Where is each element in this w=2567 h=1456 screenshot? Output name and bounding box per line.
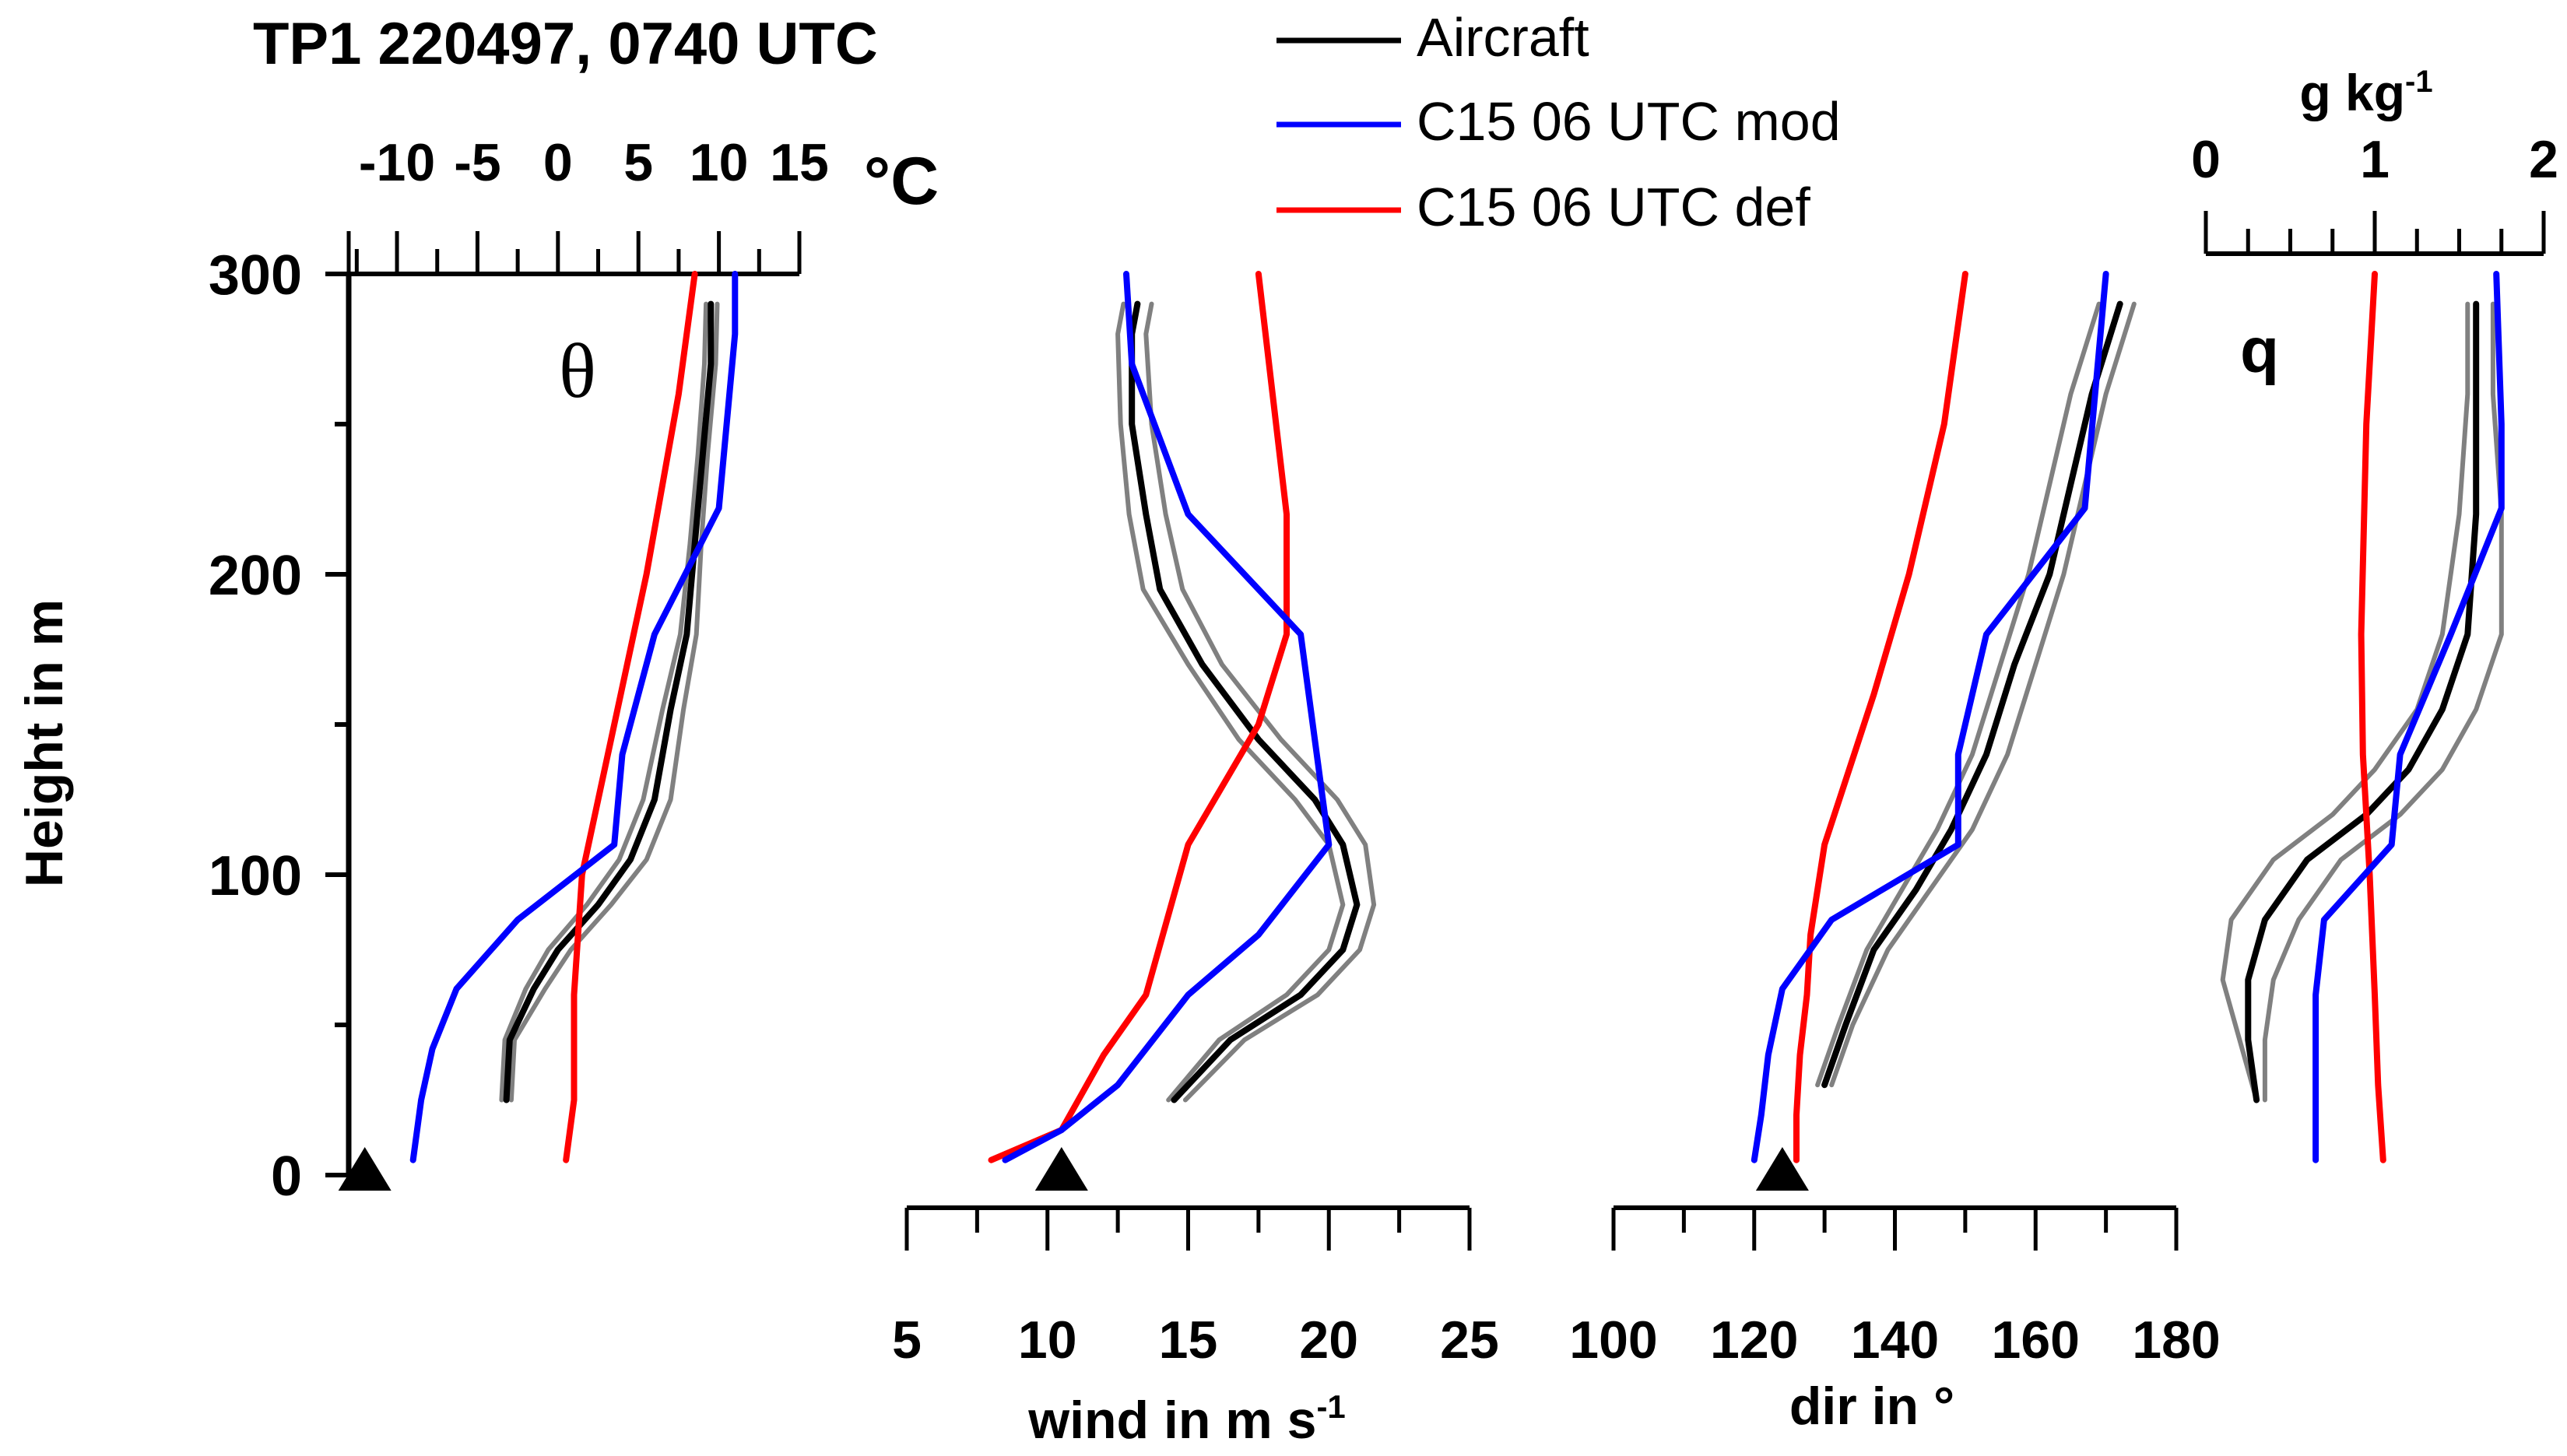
y-tick-label: 100 <box>209 845 302 907</box>
y-axis-label: Height in m <box>15 599 74 887</box>
theta-series-aircraft-high <box>508 301 720 1103</box>
dir-series-def <box>1793 271 1968 1163</box>
dir-x-axis: 100 120 140 160 180 dir in ° <box>1569 1205 2221 1436</box>
y-tick-label: 0 <box>271 1146 302 1208</box>
q-tick-label: 0 <box>2191 130 2221 189</box>
wind-series-aircraft-low <box>1115 301 1346 1103</box>
q-tick-label: 2 <box>2529 130 2558 189</box>
wind-series-aircraft <box>1129 300 1361 1103</box>
wind-axis-label: wind in m s-1 <box>1027 1388 1346 1450</box>
legend-label-def: C15 06 UTC def <box>1417 177 1810 237</box>
theta-unit-label: °C <box>864 144 939 219</box>
theta-panel-label: θ <box>559 328 596 414</box>
dir-tick-label: 180 <box>2132 1310 2220 1370</box>
theta-x-axis: -10 -5 0 5 10 15 °C θ <box>346 133 939 414</box>
theta-series-def <box>563 271 698 1163</box>
wind-series-mod <box>1002 271 1333 1163</box>
dir-axis-label: dir in ° <box>1789 1377 1954 1436</box>
dir-tick-label: 120 <box>1710 1310 1798 1370</box>
q-series-def <box>2358 271 2386 1163</box>
wind-tick-label: 5 <box>892 1310 922 1370</box>
wind-tick-label: 10 <box>1018 1310 1077 1370</box>
wind-series-def <box>988 271 1290 1163</box>
dir-tick-label: 140 <box>1851 1310 1939 1370</box>
wind-tick-label: 25 <box>1440 1310 1499 1370</box>
dir-series-mod <box>1751 271 2109 1163</box>
dir-surface-marker <box>1755 1147 1809 1191</box>
q-panel-label: q <box>2240 315 2279 386</box>
surface-markers <box>338 1147 1809 1191</box>
wind-axis-label-sup: -1 <box>1316 1388 1345 1425</box>
dir-tick-label: 100 <box>1569 1310 1657 1370</box>
dir-series-aircraft <box>1821 300 2123 1089</box>
dir-series-aircraft-high <box>1815 301 2102 1088</box>
legend-label-mod: C15 06 UTC mod <box>1417 91 1841 152</box>
wind-series-aircraft-high <box>1143 301 1377 1103</box>
dir-tick-label: 160 <box>1992 1310 2080 1370</box>
q-series-aircraft-low <box>2220 301 2470 1103</box>
y-tick-label: 200 <box>209 545 302 607</box>
y-axis: Height in m 0 100 200 300 <box>15 244 352 1208</box>
wind-tick-label: 20 <box>1299 1310 1358 1370</box>
wind-x-axis: 5 10 15 20 25 wind in m s-1 <box>892 1205 1499 1450</box>
q-tick-label: 1 <box>2360 130 2390 189</box>
theta-series-mod <box>409 271 739 1163</box>
legend: Aircraft C15 06 UTC mod C15 06 UTC def <box>1276 7 1841 237</box>
q-series-aircraft <box>2245 300 2480 1103</box>
theta-series-aircraft-low <box>499 301 709 1103</box>
q-series-mod <box>2312 271 2505 1163</box>
theta-surface-marker <box>338 1147 392 1191</box>
theta-tick-label: 15 <box>770 133 829 192</box>
theta-tick-label: 0 <box>543 133 573 192</box>
theta-tick-label: 10 <box>690 133 749 192</box>
chart-title: TP1 220497, 0740 UTC <box>253 11 878 77</box>
wind-tick-label: 15 <box>1159 1310 1218 1370</box>
y-tick-label: 300 <box>209 244 302 307</box>
wind-surface-marker <box>1034 1147 1088 1191</box>
q-unit-sup: -1 <box>2405 65 2433 99</box>
series-layer <box>409 271 2505 1163</box>
theta-series-aircraft <box>503 300 715 1103</box>
legend-label-aircraft: Aircraft <box>1417 7 1589 68</box>
theta-tick-label: -5 <box>454 133 500 192</box>
theta-tick-label: 5 <box>623 133 653 192</box>
theta-tick-label: -10 <box>359 133 435 192</box>
